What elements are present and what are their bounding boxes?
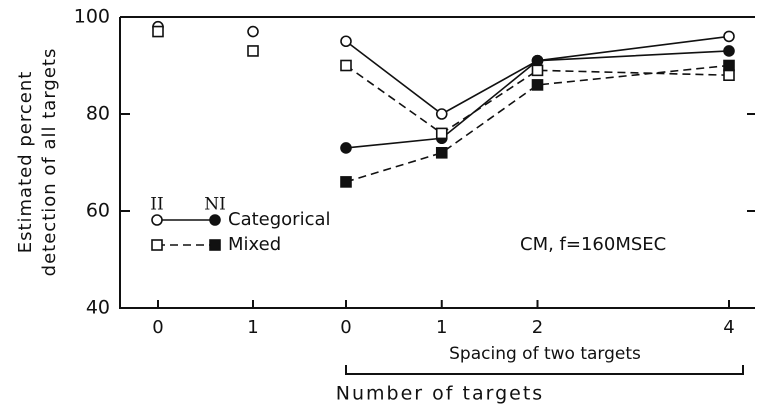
legend-marker	[209, 214, 221, 226]
y-axis-label: Estimated percent	[15, 71, 36, 254]
series-line	[345, 64, 730, 135]
y-tick-label: 100	[74, 6, 110, 28]
point	[723, 30, 735, 43]
legend-marker	[209, 239, 221, 251]
y-tick-label: 60	[86, 200, 110, 222]
series-line	[345, 35, 730, 115]
y-axis-label: detection of all targets	[39, 48, 60, 277]
point	[340, 142, 352, 154]
point	[723, 69, 735, 81]
plot-frame	[119, 16, 755, 309]
x-tick-label: 0	[152, 317, 163, 338]
legend-label: Mixed	[228, 234, 281, 255]
bracket	[345, 365, 744, 375]
point	[340, 35, 352, 48]
point	[247, 45, 259, 57]
series-line	[345, 64, 730, 183]
point	[152, 25, 164, 38]
legend-marker	[151, 214, 163, 226]
y-tick-label: 80	[86, 103, 110, 125]
x-tick-label: 1	[247, 317, 258, 338]
legend-label: Categorical	[228, 209, 331, 230]
legend-column: II	[150, 195, 163, 215]
x-tick-label: 1	[436, 317, 447, 338]
x-tick-label: 2	[532, 317, 543, 338]
point	[723, 59, 735, 72]
series-line	[345, 50, 730, 149]
point	[435, 127, 448, 140]
point	[531, 79, 544, 91]
point	[435, 108, 448, 120]
point	[723, 45, 735, 57]
point	[340, 176, 352, 188]
x-tick-label: 0	[340, 317, 351, 338]
y-tick-label: 40	[86, 297, 110, 319]
legend-column: NI	[204, 195, 226, 215]
point	[435, 147, 448, 159]
point	[531, 64, 544, 77]
annotation: CM, f=160MSEC	[520, 234, 666, 255]
point	[247, 25, 259, 38]
point	[340, 59, 352, 72]
legend-marker	[151, 239, 163, 251]
x-axis-label: Number of targets	[336, 383, 544, 405]
point	[531, 54, 544, 67]
x-tick-label: 4	[723, 317, 734, 338]
bracket-label: Spacing of two targets	[449, 344, 641, 364]
